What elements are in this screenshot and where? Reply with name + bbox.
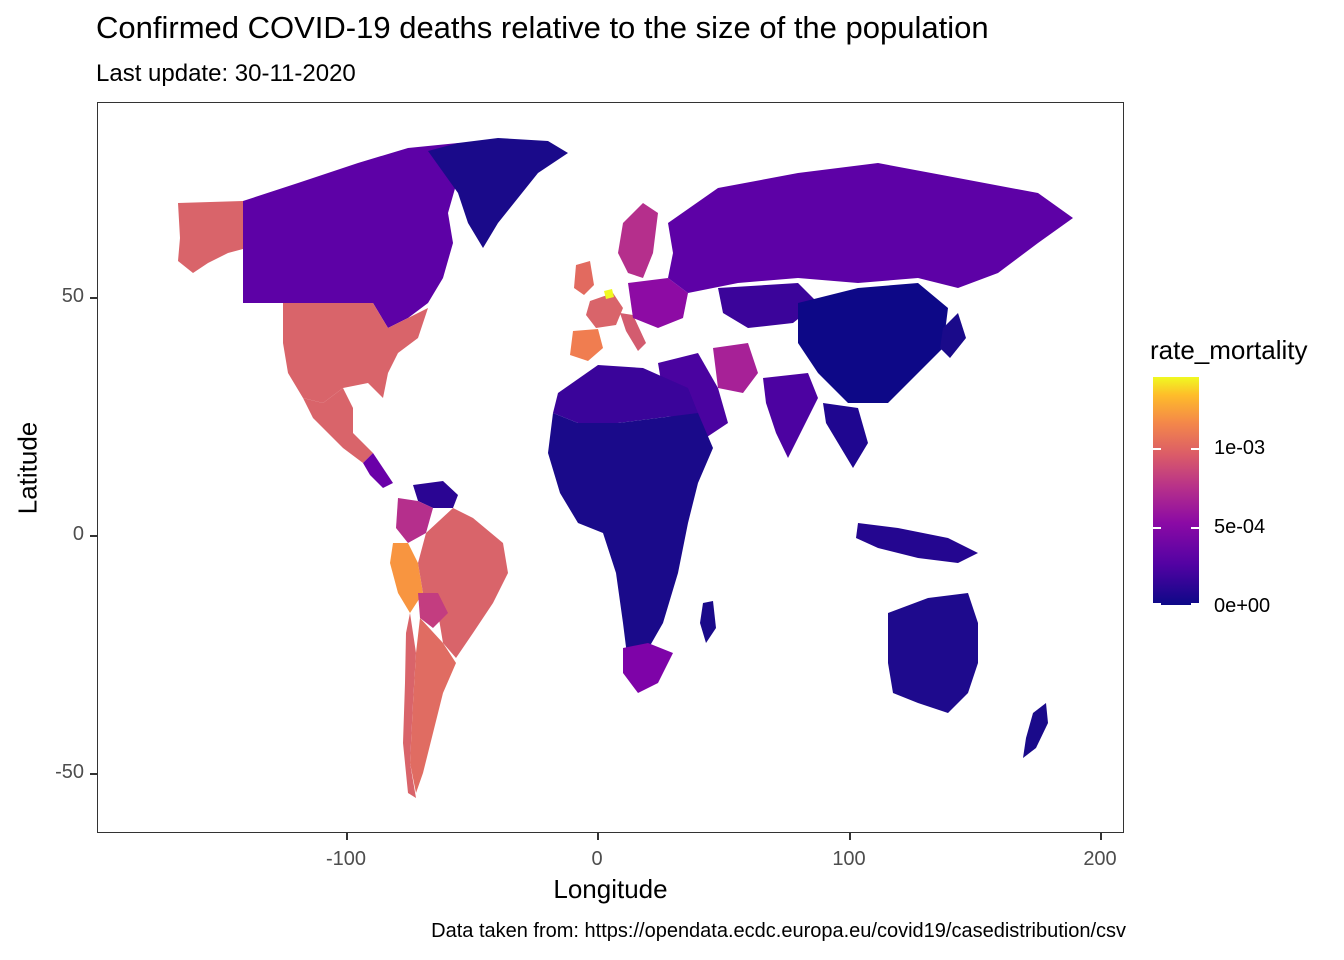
legend-tick-mark	[1191, 527, 1199, 529]
map-region-new-zealand	[1023, 703, 1048, 758]
map-region-greenland	[428, 138, 568, 248]
map-region-italy	[620, 313, 646, 351]
legend-label: 1e-03	[1214, 437, 1266, 459]
map-region-madagascar	[700, 601, 716, 643]
y-tick-mark-0	[90, 535, 97, 537]
map-region-canada	[243, 143, 458, 328]
map-region-south-africa	[623, 643, 673, 693]
data-source-caption: Data taken from: https://opendata.ecdc.e…	[431, 920, 1126, 942]
y-tick-label: -50	[55, 761, 84, 783]
map-region-venezuela	[413, 481, 458, 508]
map-region-france	[586, 293, 623, 328]
map-region-africa	[548, 413, 713, 663]
x-tick-label: 100	[832, 848, 866, 870]
x-tick-mark-200	[1100, 833, 1102, 840]
legend-tick-mark	[1153, 448, 1161, 450]
map-region-eastern-europe	[628, 278, 688, 328]
map-region-chile	[403, 613, 416, 798]
map-region-russia	[668, 163, 1073, 293]
x-axis-label: Longitude	[553, 874, 668, 904]
legend-tick-mark	[1191, 603, 1199, 605]
map-region-southeast-asia	[823, 403, 868, 468]
map-panel	[97, 102, 1124, 833]
map-region-australia	[888, 593, 978, 713]
x-tick-mark--100	[346, 833, 348, 840]
legend-colorbar	[1153, 377, 1199, 605]
y-axis-label: Latitude	[12, 421, 43, 515]
map-region-indonesia	[856, 523, 978, 563]
map-region-north-africa	[553, 365, 698, 423]
map-region-alaska	[178, 201, 243, 273]
map-region-usa	[283, 303, 428, 403]
map-region-colombia	[396, 498, 433, 543]
legend-label: 0e+00	[1214, 595, 1271, 617]
x-tick-label: 0	[591, 848, 603, 870]
y-tick-mark-50	[90, 297, 97, 299]
x-tick-label: 200	[1083, 848, 1117, 870]
legend-label: 5e-04	[1214, 516, 1266, 538]
map-region-bolivia	[418, 593, 448, 628]
x-tick-label: -100	[325, 848, 367, 870]
x-tick-mark-0	[597, 833, 599, 840]
legend-tick-mark	[1191, 448, 1199, 450]
chart-subtitle: Last update: 30-11-2020	[96, 60, 356, 87]
y-tick-mark-neg50	[90, 773, 97, 775]
map-region-china	[798, 283, 948, 403]
world-map	[178, 138, 1073, 798]
legend-tick-mark	[1153, 527, 1161, 529]
map-region-argentina	[410, 618, 456, 793]
map-region-mexico	[303, 388, 373, 463]
chart-title: Confirmed COVID-19 deaths relative to th…	[96, 10, 989, 45]
map-region-uk	[574, 261, 594, 295]
y-tick-label: 0	[72, 523, 84, 545]
map-region-central-america	[363, 453, 393, 488]
map-region-iran	[713, 343, 758, 393]
map-region-kazakhstan	[718, 283, 818, 328]
map-region-scandinavia	[618, 203, 658, 278]
x-tick-mark-100	[849, 833, 851, 840]
map-region-peru	[390, 543, 423, 613]
map-region-india	[763, 373, 818, 458]
legend-tick-mark	[1153, 603, 1161, 605]
y-tick-label: 50	[61, 285, 84, 307]
map-region-belgium	[604, 289, 614, 299]
legend-title: rate_mortality	[1150, 335, 1308, 365]
map-region-japan	[940, 313, 966, 358]
map-region-spain	[570, 329, 603, 361]
